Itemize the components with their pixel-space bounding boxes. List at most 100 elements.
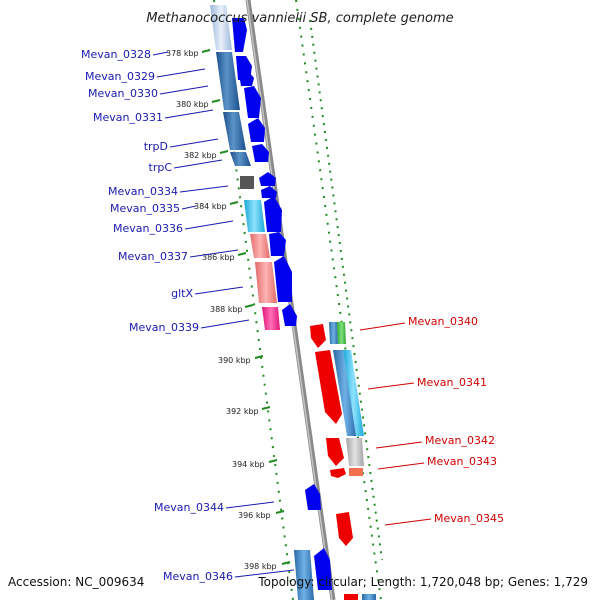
leader-line xyxy=(169,138,219,148)
tick-label: 398 kbp xyxy=(244,562,277,571)
tick-label: 386 kbp xyxy=(202,253,235,262)
leader-line xyxy=(359,322,406,331)
leader-line xyxy=(367,382,415,390)
leader-line xyxy=(200,319,250,329)
gene-arrow xyxy=(274,256,292,302)
gene-arrow xyxy=(261,186,277,198)
tick-label: 380 kbp xyxy=(176,100,209,109)
gene-arrow xyxy=(248,118,265,142)
tick-mark xyxy=(244,304,254,308)
cog-box xyxy=(210,5,232,50)
cog-box xyxy=(244,200,265,232)
gene-label[interactable]: Mevan_0337 xyxy=(118,250,188,263)
cog-box xyxy=(262,307,280,330)
cog-boxes-left xyxy=(210,5,314,600)
leader-line xyxy=(384,518,432,526)
gene-labels-right: Mevan_0340 Mevan_0341 Mevan_0342 Mevan_0… xyxy=(359,315,504,526)
gene-arrow xyxy=(336,512,353,546)
tick-label: 392 kbp xyxy=(226,407,259,416)
gene-arrow xyxy=(252,144,269,162)
cog-box xyxy=(362,594,376,600)
leader-line xyxy=(179,185,229,193)
cog-box xyxy=(255,262,277,303)
gene-arrow xyxy=(314,548,332,590)
gene-label[interactable]: Mevan_0339 xyxy=(129,321,199,334)
gene-arrow xyxy=(232,18,247,52)
cog-box xyxy=(349,468,363,476)
gene-label[interactable]: gltX xyxy=(171,287,193,300)
gene-label[interactable]: Mevan_0345 xyxy=(434,512,504,525)
gene-arrow xyxy=(330,468,346,478)
cog-box xyxy=(240,176,254,189)
gene-label[interactable]: Mevan_0343 xyxy=(427,455,497,468)
gene-label[interactable]: Mevan_0334 xyxy=(108,185,178,198)
tick-mark xyxy=(201,49,211,53)
gene-label[interactable]: Mevan_0329 xyxy=(85,70,155,83)
gene-label[interactable]: Mevan_0340 xyxy=(408,315,478,328)
gene-label[interactable]: trpC xyxy=(149,161,173,174)
gene-arrow xyxy=(305,484,321,510)
tick-mark xyxy=(261,406,271,410)
gene-label[interactable]: Mevan_0342 xyxy=(425,434,495,447)
gene-label[interactable]: Mevan_0344 xyxy=(154,501,224,514)
tick-label: 390 kbp xyxy=(218,356,251,365)
gene-arrow xyxy=(310,324,326,348)
leader-line xyxy=(377,462,425,470)
leader-line xyxy=(234,569,295,578)
tick-mark xyxy=(268,459,278,463)
kbp-ticks: 378 kbp 380 kbp 382 kbp 384 kbp 386 kbp … xyxy=(166,49,291,571)
gene-arrow xyxy=(239,72,254,86)
gene-labels-left: Mevan_0328 Mevan_0329 Mevan_0330 Mevan_0… xyxy=(81,48,295,583)
cog-box xyxy=(216,52,240,110)
tick-label: 382 kbp xyxy=(184,151,217,160)
leader-line xyxy=(181,205,197,210)
leader-line xyxy=(225,501,275,509)
tick-mark xyxy=(211,99,221,103)
gene-arrows-reverse xyxy=(310,324,353,546)
track-boundary-right xyxy=(295,0,382,600)
gene-label[interactable]: Mevan_0335 xyxy=(110,202,180,215)
tick-mark xyxy=(281,561,291,565)
gene-label[interactable]: Mevan_0328 xyxy=(81,48,151,61)
gene-label[interactable]: Mevan_0346 xyxy=(163,570,233,583)
accession-text: Accession: NC_009634 xyxy=(8,575,144,589)
gene-label[interactable]: Mevan_0331 xyxy=(93,111,163,124)
cog-box xyxy=(346,438,364,466)
map-title: Methanococcus vannielii SB, complete gen… xyxy=(146,11,453,26)
gene-arrow xyxy=(259,172,276,186)
tick-label: 378 kbp xyxy=(166,49,199,58)
gene-arrow xyxy=(269,232,286,256)
tick-label: 394 kbp xyxy=(232,460,265,469)
track-right-band xyxy=(276,0,410,600)
cog-box xyxy=(250,234,270,258)
tick-mark xyxy=(254,355,264,359)
topology-text: Topology: circular; Length: 1,720,048 bp… xyxy=(257,575,588,589)
leader-line xyxy=(173,159,223,169)
cog-boxes-right xyxy=(329,322,376,600)
cog-box xyxy=(230,152,251,166)
tick-mark xyxy=(229,201,239,205)
track-boundary-outer xyxy=(309,19,383,561)
gene-arrow xyxy=(315,350,342,424)
cog-box xyxy=(337,322,346,344)
cog-box xyxy=(294,550,314,600)
tick-mark xyxy=(275,510,285,514)
cog-box xyxy=(223,112,246,150)
cog-box xyxy=(344,594,358,600)
gene-label[interactable]: Mevan_0336 xyxy=(113,222,183,235)
cog-box xyxy=(333,350,357,436)
gene-label[interactable]: trpD xyxy=(144,140,168,153)
gene-arrow xyxy=(244,86,261,118)
gene-label[interactable]: Mevan_0341 xyxy=(417,376,487,389)
leader-line xyxy=(164,109,214,119)
tick-label: 388 kbp xyxy=(210,305,243,314)
leader-line xyxy=(184,220,234,230)
cog-box xyxy=(329,322,338,344)
leader-line xyxy=(156,68,206,78)
gene-label[interactable]: Mevan_0330 xyxy=(88,87,158,100)
gene-arrow xyxy=(264,196,282,232)
tick-mark xyxy=(219,150,229,154)
tick-mark xyxy=(237,252,247,256)
